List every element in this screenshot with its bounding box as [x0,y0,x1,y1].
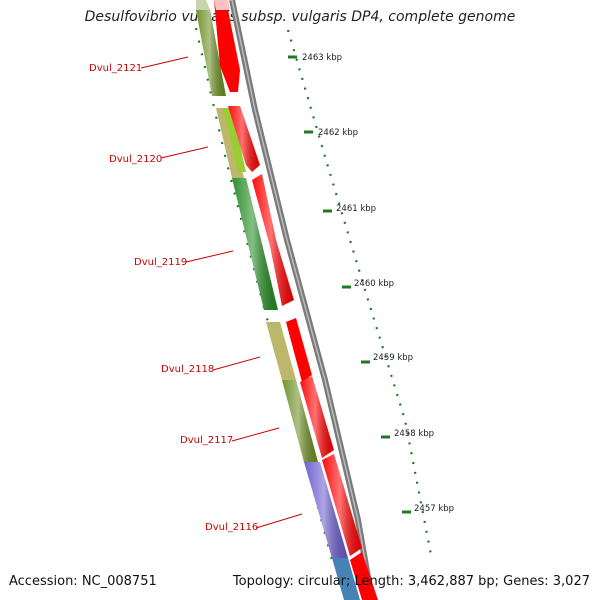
cog-block-dvul-2120-inner [223,108,246,172]
leader-line [231,427,280,442]
gene-label-dvul-2116[interactable]: Dvul_2116 [205,522,258,533]
leader-line [185,250,234,263]
scale-label: 2460 kbp [354,279,394,289]
cog-block-fade [196,0,210,10]
gene-label-dvul-2119[interactable]: Dvul_2119 [134,257,187,268]
cog-track [196,0,360,600]
scale-ticks [288,55,411,514]
gene-label-dvul-2118[interactable]: Dvul_2118 [161,364,214,375]
genome-backbone [229,0,375,600]
gene-labels: Dvul_2121 Dvul_2120 Dvul_2119 Dvul_2118 … [89,63,258,533]
scale-label: 2463 kbp [302,53,342,63]
leader-line [160,146,209,159]
gene-label-dvul-2121[interactable]: Dvul_2121 [89,63,142,74]
gene-arrow-dvul-2121 [214,0,240,92]
accession-text: Accession: NC_008751 [9,574,157,589]
cog-block-dvul-2118 [266,322,296,380]
genome-summary-text: Topology: circular; Length: 3,462,887 bp… [232,574,590,589]
scale-label: 2459 kbp [373,353,413,363]
scale-label: 2461 kbp [336,204,376,214]
leader-line [255,513,303,529]
scale-labels: 2463 kbp 2462 kbp 2461 kbp 2460 kbp 2459… [302,53,454,514]
gene-arrow-fade [214,0,230,10]
scale-label: 2457 kbp [414,504,454,514]
gene-arrow-next [350,552,378,600]
map-title: Desulfovibrio vulgaris subsp. vulgaris D… [84,9,516,25]
leader-line [140,56,189,69]
gene-label-dvul-2117[interactable]: Dvul_2117 [180,435,233,446]
gene-arrow-dvul-2118 [286,318,312,382]
scale-label: 2458 kbp [394,429,434,439]
gene-label-dvul-2120[interactable]: Dvul_2120 [109,154,162,165]
strand-track [214,0,378,600]
cog-block-next [332,558,360,600]
outer-tick-ring [286,29,434,561]
gene-leader-lines [140,56,303,529]
leader-line [212,356,261,371]
scale-label: 2462 kbp [318,128,358,138]
